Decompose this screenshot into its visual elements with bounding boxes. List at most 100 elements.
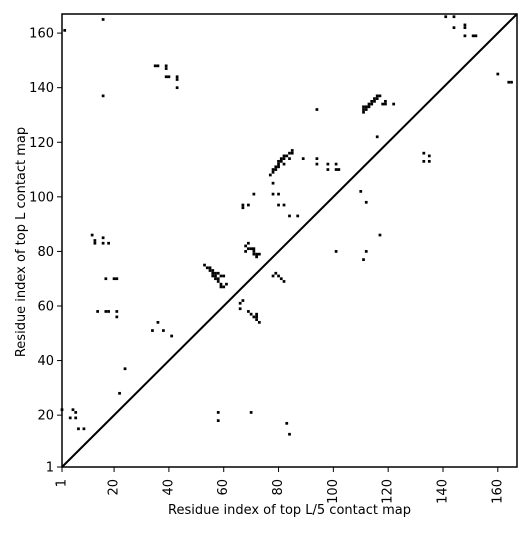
contact-cell — [268, 173, 272, 177]
contact-cell — [271, 274, 275, 278]
contact-cell — [257, 252, 261, 256]
contact-cell — [422, 160, 426, 163]
contact-cell — [277, 203, 280, 207]
contact-cell — [288, 432, 291, 436]
contact-cell — [367, 102, 371, 106]
contact-cell — [282, 280, 286, 283]
contact-cell — [277, 162, 280, 166]
contact-cell — [274, 165, 278, 169]
contact-cell — [290, 151, 294, 155]
contact-cell — [334, 250, 338, 253]
y-tick-label: 40 — [37, 354, 54, 369]
contact-cell — [362, 110, 365, 114]
contact-cell — [364, 200, 368, 204]
contact-cell — [301, 157, 305, 160]
contact-cell — [255, 252, 258, 256]
plot-frame — [61, 13, 518, 468]
x-tick-label: 160 — [490, 479, 505, 504]
y-tick-label: 1 — [46, 461, 54, 476]
contact-cell — [364, 105, 368, 109]
contact-cell — [123, 367, 127, 371]
contact-cell — [216, 280, 220, 283]
contact-cell — [279, 160, 283, 163]
contact-cell — [219, 274, 223, 278]
contact-cell — [90, 233, 94, 237]
y-tick-label: 160 — [29, 27, 54, 42]
contact-cell — [359, 190, 363, 193]
contact-cell — [427, 160, 431, 163]
contact-cell — [162, 329, 165, 332]
contact-cell — [255, 255, 258, 259]
contact-cell — [214, 274, 217, 278]
contact-cell — [247, 310, 250, 313]
contact-cell — [384, 99, 387, 103]
contact-cell — [378, 233, 382, 237]
contact-cell — [474, 34, 478, 38]
contact-cell — [422, 151, 426, 155]
contact-cell — [285, 154, 289, 158]
contact-cell — [170, 334, 174, 338]
contact-cell — [101, 241, 105, 245]
contact-cell — [156, 64, 160, 68]
contact-cell — [244, 250, 248, 253]
contact-cell — [496, 72, 500, 76]
y-tick-label: 100 — [29, 190, 54, 205]
contact-cell — [167, 75, 171, 79]
contact-cell — [203, 263, 206, 267]
x-axis-label: Residue index of top L/5 contact map — [168, 503, 411, 518]
contact-cell — [255, 315, 258, 319]
contact-cells — [60, 15, 513, 436]
contact-cell — [252, 315, 256, 319]
contact-cell — [362, 108, 365, 111]
contact-cell — [175, 75, 179, 79]
y-tick-label: 60 — [37, 299, 54, 314]
contact-cell — [277, 274, 280, 278]
contact-cell — [104, 310, 108, 313]
x-tick-label: 60 — [216, 479, 231, 496]
contact-cell — [315, 157, 319, 160]
contact-cell — [510, 80, 513, 84]
contact-cell — [175, 86, 179, 90]
contact-cell — [288, 214, 291, 218]
contact-cell — [249, 247, 253, 251]
contact-cell — [392, 102, 396, 106]
contact-cell — [277, 192, 280, 196]
contact-cell — [214, 271, 217, 275]
x-axis-ticks: 1 20 40 60 80 100 120 140 160 — [55, 467, 505, 504]
x-tick-label: 140 — [435, 479, 450, 504]
contact-cell — [370, 102, 374, 106]
contact-cell — [151, 329, 154, 332]
contact-cell — [77, 427, 80, 431]
contact-cell — [282, 203, 286, 207]
contact-cell — [211, 271, 215, 275]
contact-cell — [277, 160, 280, 163]
contact-cell — [282, 162, 286, 166]
contact-cell — [444, 15, 448, 19]
contact-cell — [364, 108, 368, 111]
contact-cell — [164, 64, 168, 68]
contact-cell — [222, 274, 226, 278]
contact-cell — [373, 97, 376, 100]
contact-cell — [71, 408, 75, 412]
contact-cell — [507, 80, 511, 84]
contact-cell — [216, 411, 220, 414]
contact-cell — [257, 321, 261, 324]
contact-cell — [452, 15, 456, 19]
contact-cell — [63, 29, 67, 32]
contact-cell — [241, 206, 245, 210]
contact-cell — [82, 427, 86, 431]
y-tick-label: 120 — [29, 136, 54, 151]
contact-cell — [153, 64, 157, 68]
contact-cell — [274, 271, 278, 275]
contact-cell — [216, 271, 220, 275]
contact-cell — [238, 301, 242, 305]
contact-cell — [375, 135, 379, 139]
diagonal-line — [61, 13, 518, 468]
contact-cell — [211, 274, 215, 278]
contact-cell — [452, 26, 456, 30]
contact-cell — [290, 149, 294, 152]
x-tick-label: 1 — [55, 479, 70, 487]
contact-cell — [362, 105, 365, 109]
